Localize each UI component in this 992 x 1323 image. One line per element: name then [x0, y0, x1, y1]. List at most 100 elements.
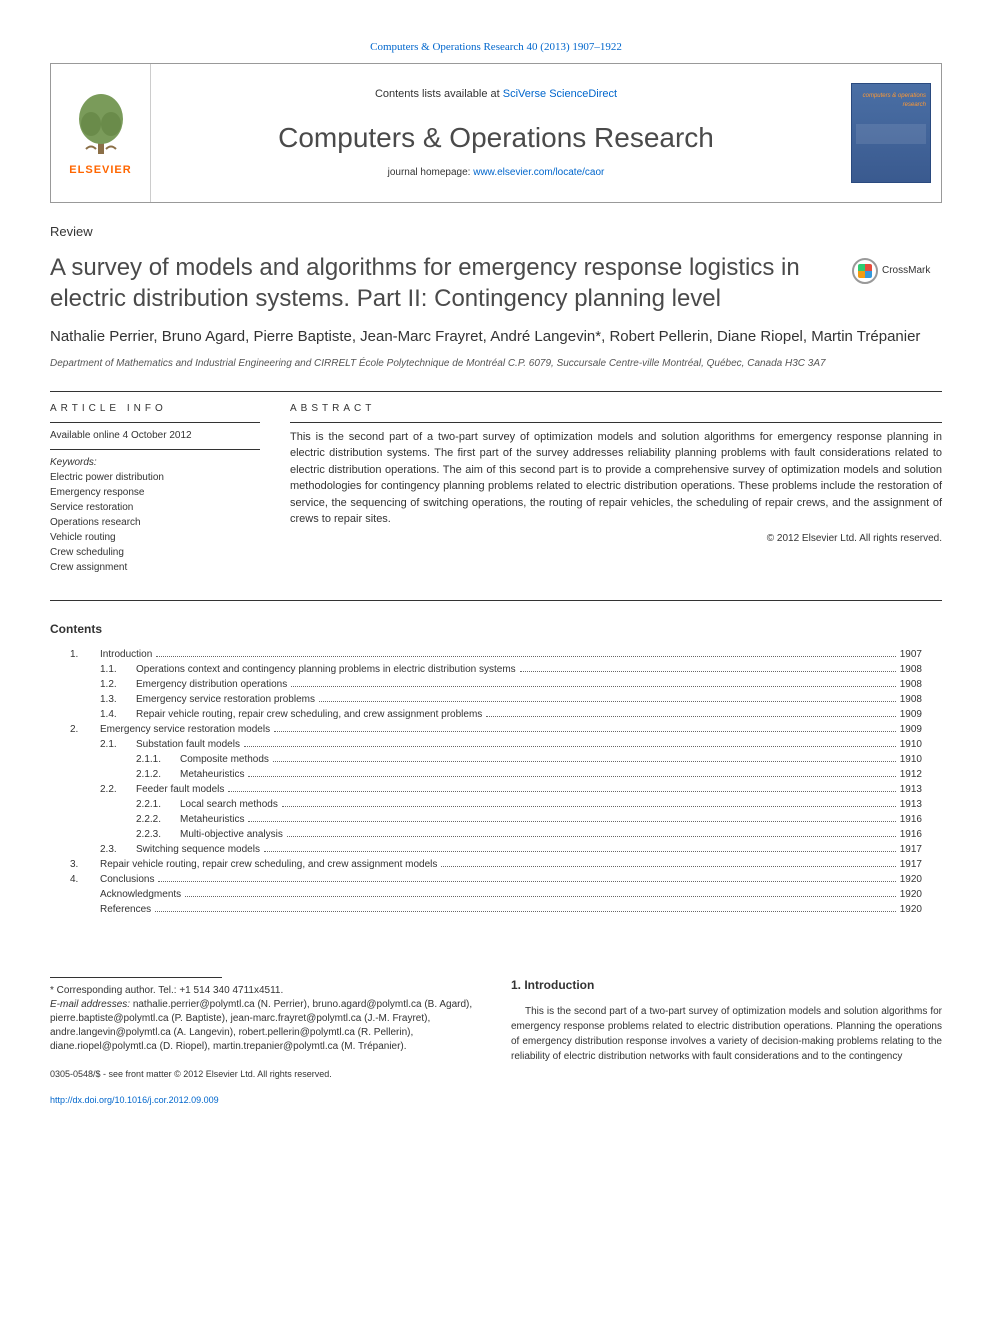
toc-row[interactable]: 4.Conclusions1920: [70, 873, 922, 887]
keyword: Emergency response: [50, 485, 260, 500]
toc-title: Repair vehicle routing, repair crew sche…: [100, 858, 437, 872]
toc-dots: [228, 791, 895, 792]
toc-page: 1907: [900, 648, 922, 662]
toc-dots: [282, 806, 896, 807]
toc-row[interactable]: 2.Emergency service restoration models19…: [70, 723, 922, 737]
intro-column: 1. Introduction This is the second part …: [511, 977, 942, 1107]
toc-page: 1920: [900, 903, 922, 917]
crossmark-icon: [852, 258, 878, 284]
toc-number: 2.3.: [100, 843, 136, 857]
toc-row[interactable]: 1.4.Repair vehicle routing, repair crew …: [70, 708, 922, 722]
toc-row[interactable]: 2.1.1.Composite methods1910: [70, 753, 922, 767]
toc-title: Emergency service restoration models: [100, 723, 270, 737]
affiliation: Department of Mathematics and Industrial…: [50, 357, 942, 371]
journal-header: ELSEVIER Contents lists available at Sci…: [50, 63, 942, 203]
toc-dots: [319, 701, 896, 702]
toc-title: Repair vehicle routing, repair crew sche…: [136, 708, 482, 722]
toc-dots: [244, 746, 896, 747]
toc-page: 1913: [900, 783, 922, 797]
toc-number: 3.: [70, 858, 100, 872]
keyword: Service restoration: [50, 500, 260, 515]
toc-number: 2.1.: [100, 738, 136, 752]
toc-row[interactable]: 1.2.Emergency distribution operations190…: [70, 678, 922, 692]
intro-heading: 1. Introduction: [511, 977, 942, 994]
header-center: Contents lists available at SciVerse Sci…: [151, 64, 841, 202]
toc-number: 2.2.1.: [136, 798, 180, 812]
toc-title: Composite methods: [180, 753, 269, 767]
article-type: Review: [50, 223, 942, 241]
toc-row[interactable]: 2.2.3.Multi-objective analysis 1916: [70, 828, 922, 842]
toc-title: Feeder fault models: [136, 783, 224, 797]
toc-number: 1.1.: [100, 663, 136, 677]
toc-page: 1920: [900, 888, 922, 902]
toc-page: 1910: [900, 738, 922, 752]
toc-number: 2.1.1.: [136, 753, 180, 767]
article-info: article info Available online 4 October …: [50, 402, 260, 575]
article-info-heading: article info: [50, 402, 260, 416]
toc-number: 2.2.2.: [136, 813, 180, 827]
cover-image: computers & operations research: [851, 83, 931, 183]
toc-dots: [291, 686, 896, 687]
toc-page: 1917: [900, 843, 922, 857]
elsevier-label: ELSEVIER: [69, 163, 131, 178]
toc-dots: [274, 731, 896, 732]
toc-row[interactable]: 1.Introduction 1907: [70, 648, 922, 662]
keyword: Electric power distribution: [50, 470, 260, 485]
toc-dots: [156, 656, 895, 657]
toc-dots: [248, 776, 895, 777]
available-online: Available online 4 October 2012: [50, 429, 260, 443]
authors: Nathalie Perrier, Bruno Agard, Pierre Ba…: [50, 326, 942, 347]
intro-text: This is the second part of a two-part su…: [511, 1004, 942, 1064]
toc-number: 4.: [70, 873, 100, 887]
toc-page: 1920: [900, 873, 922, 887]
toc-number: 2.2.3.: [136, 828, 180, 842]
crossmark-badge[interactable]: CrossMark: [852, 258, 942, 284]
toc-title: Acknowledgments: [100, 888, 181, 902]
toc-row[interactable]: 2.2.1.Local search methods1913: [70, 798, 922, 812]
toc-row[interactable]: 1.3.Emergency service restoration proble…: [70, 693, 922, 707]
journal-reference[interactable]: Computers & Operations Research 40 (2013…: [50, 40, 942, 55]
toc-dots: [273, 761, 896, 762]
toc-row[interactable]: 2.2.Feeder fault models 1913: [70, 783, 922, 797]
toc-row[interactable]: 2.1.Substation fault models1910: [70, 738, 922, 752]
sciencedirect-link[interactable]: SciVerse ScienceDirect: [503, 88, 617, 100]
toc-row[interactable]: 2.1.2.Metaheuristics1912: [70, 768, 922, 782]
keywords-list: Electric power distributionEmergency res…: [50, 470, 260, 575]
toc-dots: [248, 821, 895, 822]
contents-available: Contents lists available at SciVerse Sci…: [375, 87, 617, 102]
toc-page: 1917: [900, 858, 922, 872]
toc-title: Emergency service restoration problems: [136, 693, 315, 707]
journal-cover[interactable]: computers & operations research: [841, 64, 941, 202]
toc-row[interactable]: Acknowledgments 1920: [70, 888, 922, 902]
toc-dots: [441, 866, 895, 867]
toc-title: Introduction: [100, 648, 152, 662]
toc-row[interactable]: References 1920: [70, 903, 922, 917]
journal-name: Computers & Operations Research: [278, 118, 714, 157]
elsevier-tree-icon: [71, 89, 131, 159]
toc-number: 1.: [70, 648, 100, 662]
toc-number: 2.2.: [100, 783, 136, 797]
keyword: Vehicle routing: [50, 530, 260, 545]
toc-number: 1.3.: [100, 693, 136, 707]
doi-link[interactable]: http://dx.doi.org/10.1016/j.cor.2012.09.…: [50, 1094, 481, 1107]
toc-row[interactable]: 2.2.2.Metaheuristics1916: [70, 813, 922, 827]
corresponding-author: * Corresponding author. Tel.: +1 514 340…: [50, 984, 481, 998]
divider: [50, 600, 942, 601]
toc-dots: [520, 671, 896, 672]
keywords-label: Keywords:: [50, 456, 260, 470]
toc-title: Multi-objective analysis: [180, 828, 283, 842]
toc-dots: [185, 896, 896, 897]
abstract: abstract This is the second part of a tw…: [290, 402, 942, 575]
toc-title: References: [100, 903, 151, 917]
toc-row[interactable]: 2.3.Switching sequence models1917: [70, 843, 922, 857]
keyword: Crew assignment: [50, 560, 260, 575]
table-of-contents: 1.Introduction 19071.1.Operations context…: [50, 648, 942, 917]
toc-row[interactable]: 3.Repair vehicle routing, repair crew sc…: [70, 858, 922, 872]
elsevier-logo[interactable]: ELSEVIER: [51, 64, 151, 202]
toc-row[interactable]: 1.1.Operations context and contingency p…: [70, 663, 922, 677]
homepage-link[interactable]: www.elsevier.com/locate/caor: [473, 167, 604, 178]
toc-page: 1916: [900, 828, 922, 842]
toc-title: Local search methods: [180, 798, 278, 812]
toc-page: 1908: [900, 693, 922, 707]
toc-page: 1909: [900, 708, 922, 722]
